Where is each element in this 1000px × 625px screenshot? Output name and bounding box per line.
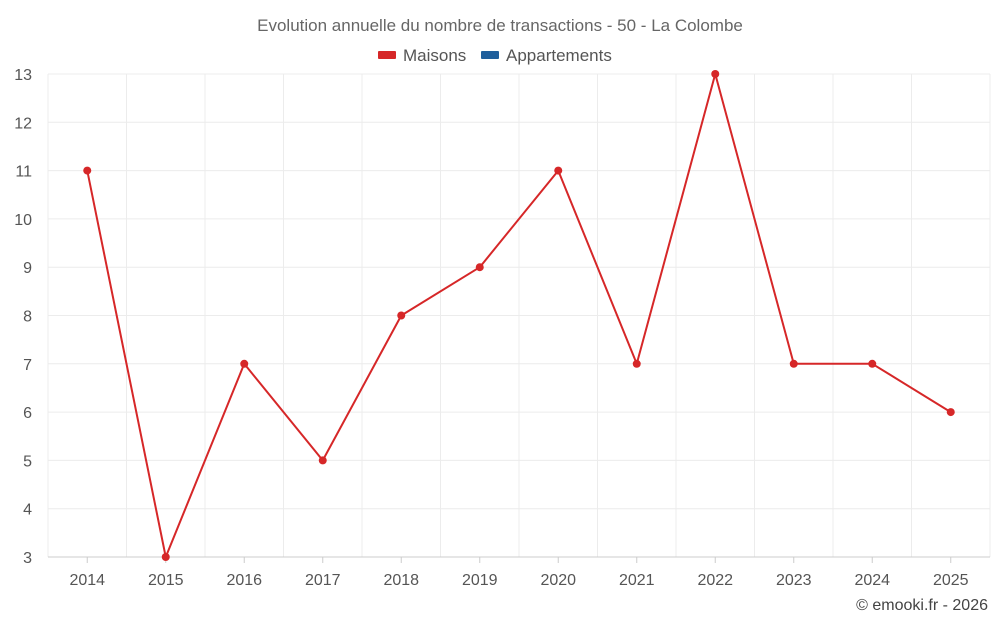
y-tick-label: 8 <box>23 309 32 326</box>
chart-legend: Maisons Appartements <box>378 46 612 65</box>
axes: 3 4 5 6 7 8 9 10 11 12 13 2014 2015 2016 2017 2018 2019 2… <box>14 67 990 589</box>
y-tick-label: 9 <box>23 260 32 277</box>
series-line-maisons <box>86 73 952 558</box>
y-tick-label: 5 <box>23 453 32 470</box>
y-tick-label: 11 <box>15 164 32 181</box>
legend-item-maisons[interactable]: Maisons <box>378 46 466 65</box>
data-point-maisons[interactable] <box>240 359 249 368</box>
y-tick-label: 3 <box>23 550 32 567</box>
chart-title: Evolution annuelle du nombre de transact… <box>257 16 743 35</box>
x-tick-label: 2018 <box>383 572 419 589</box>
data-point-maisons[interactable] <box>475 263 484 272</box>
data-point-maisons[interactable] <box>161 553 170 561</box>
data-point-maisons[interactable] <box>554 166 563 175</box>
data-point-maisons[interactable] <box>83 166 92 175</box>
x-tick-label: 2016 <box>226 572 262 589</box>
data-point-maisons[interactable] <box>789 359 798 368</box>
legend-label-appartements: Appartements <box>506 46 612 65</box>
y-tick-label: 10 <box>14 212 32 229</box>
y-tick-label: 13 <box>14 67 32 84</box>
y-tick-label: 6 <box>23 405 32 422</box>
x-tick-label: 2021 <box>619 572 655 589</box>
x-tick-label: 2019 <box>462 572 498 589</box>
x-tick-label: 2023 <box>776 572 812 589</box>
data-point-maisons[interactable] <box>397 311 406 320</box>
x-tick-label: 2014 <box>69 572 105 589</box>
x-tick-label: 2020 <box>540 572 576 589</box>
credit-text: © emooki.fr - 2026 <box>856 597 988 614</box>
y-tick-label: 7 <box>23 357 32 374</box>
x-tick-label: 2024 <box>854 572 890 589</box>
y-tick-label: 12 <box>14 115 32 132</box>
x-tick-label: 2015 <box>148 572 184 589</box>
legend-swatch-appartements <box>481 51 499 59</box>
x-tick-label: 2022 <box>697 572 733 589</box>
legend-item-appartements[interactable]: Appartements <box>481 46 612 65</box>
grid <box>47 73 991 557</box>
data-point-maisons[interactable] <box>711 70 720 78</box>
data-point-maisons[interactable] <box>632 359 641 368</box>
x-tick-label: 2017 <box>305 572 341 589</box>
data-point-maisons[interactable] <box>946 408 955 417</box>
series <box>83 70 955 561</box>
data-point-maisons[interactable] <box>318 456 327 465</box>
x-tick-label: 2025 <box>933 572 969 589</box>
data-point-maisons[interactable] <box>868 359 877 368</box>
legend-label-maisons: Maisons <box>403 46 466 65</box>
y-tick-label: 4 <box>23 502 32 519</box>
legend-swatch-maisons <box>378 51 396 59</box>
